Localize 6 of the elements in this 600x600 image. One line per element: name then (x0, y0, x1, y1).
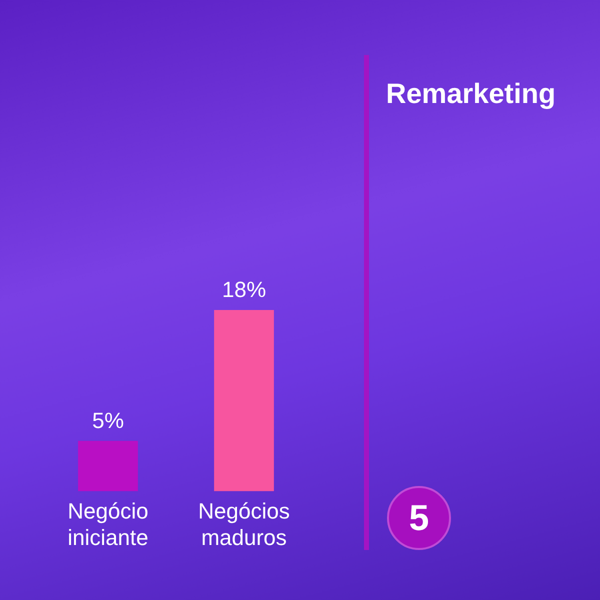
data-label: 18% (222, 277, 266, 302)
x-tick-label: Negócios maduros (198, 498, 290, 550)
data-label: 5% (92, 408, 124, 433)
x-tick-label: Negócio iniciante (68, 498, 148, 550)
text: Remarketing (386, 78, 556, 110)
text: 5 (387, 486, 451, 550)
